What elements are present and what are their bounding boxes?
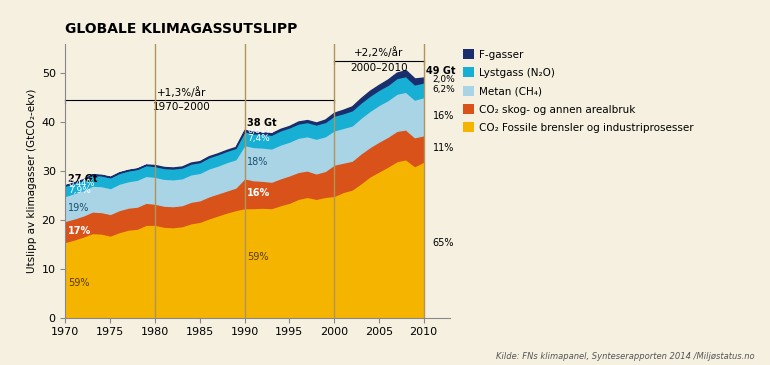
Legend: F-gasser, Lystgass (N₂O), Metan (CH₄), CO₂ skog- og annen arealbruk, CO₂ Fossile: F-gasser, Lystgass (N₂O), Metan (CH₄), C… (464, 49, 694, 133)
Text: 7,4%: 7,4% (247, 134, 270, 143)
Text: 59%: 59% (247, 252, 269, 262)
Text: 27 Gt: 27 Gt (68, 174, 98, 184)
Text: 16%: 16% (247, 188, 270, 198)
Text: 59%: 59% (68, 278, 89, 288)
Text: 18%: 18% (247, 157, 269, 166)
Text: 11%: 11% (433, 143, 454, 153)
Text: +2,2%/år: +2,2%/år (354, 47, 403, 58)
Text: 0,44%: 0,44% (68, 179, 95, 188)
Text: 49 Gt: 49 Gt (427, 66, 456, 76)
Text: 19%: 19% (68, 203, 89, 213)
Text: +1,3%/år: +1,3%/år (157, 87, 206, 97)
Text: 16%: 16% (433, 111, 454, 121)
Y-axis label: Utslipp av klimagasser (GtCO₂-ekv): Utslipp av klimagasser (GtCO₂-ekv) (28, 88, 38, 273)
Text: GLOBALE KLIMAGASSUTSLIPP: GLOBALE KLIMAGASSUTSLIPP (65, 22, 298, 36)
Text: 17%: 17% (68, 226, 92, 236)
Text: 1970–2000: 1970–2000 (153, 103, 211, 112)
Text: 65%: 65% (433, 238, 454, 248)
Text: 38 Gt: 38 Gt (247, 118, 277, 128)
Text: 6,2%: 6,2% (433, 85, 455, 94)
Text: 2,0%: 2,0% (433, 76, 455, 84)
Text: Kilde: FNs klimapanel, Synteserapporten 2014 /Miljøstatus.no: Kilde: FNs klimapanel, Synteserapporten … (496, 352, 755, 361)
Text: 0,81%: 0,81% (247, 126, 273, 135)
Text: 2000–2010: 2000–2010 (350, 64, 407, 73)
Text: 7,9%: 7,9% (68, 186, 91, 195)
